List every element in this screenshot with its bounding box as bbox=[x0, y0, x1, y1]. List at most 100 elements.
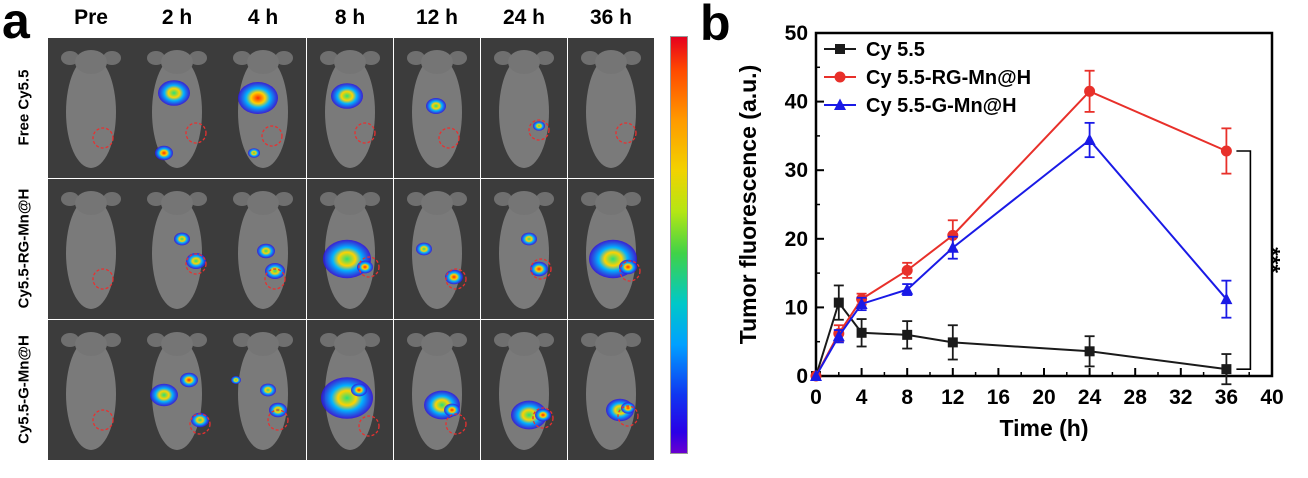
fluorescence-signal bbox=[351, 383, 367, 397]
x-tick-label: 36 bbox=[1215, 386, 1238, 409]
tumor-circle-marker bbox=[617, 405, 639, 427]
tumor-circle-marker bbox=[185, 253, 207, 275]
imaging-tile bbox=[394, 320, 480, 460]
tumor-circle-marker bbox=[264, 268, 286, 290]
fluorescence-signal bbox=[521, 232, 537, 246]
x-axis-label: Time (h) bbox=[999, 415, 1088, 441]
tumor-circle-marker bbox=[528, 119, 550, 141]
tumor-circle-marker bbox=[615, 122, 637, 144]
fluorescence-signal bbox=[357, 260, 373, 274]
fluorescence-signal bbox=[191, 412, 209, 428]
tumor-circle-marker bbox=[267, 409, 289, 431]
tumor-circle-marker bbox=[189, 413, 211, 435]
series-line bbox=[815, 138, 1228, 377]
tumor-circle-marker bbox=[354, 122, 376, 144]
column-header: Pre bbox=[74, 6, 108, 29]
row-label: Free Cy5.5 bbox=[15, 69, 33, 146]
fluorescence-signal bbox=[416, 242, 432, 256]
fluorescence-signal bbox=[511, 400, 547, 430]
tumor-circle-marker bbox=[532, 407, 554, 429]
fluorescence-signal bbox=[619, 259, 637, 275]
significance-label: *** bbox=[1259, 247, 1284, 273]
series-line bbox=[815, 300, 1227, 377]
x-tick-label: 4 bbox=[856, 386, 868, 409]
tumor-circle-marker bbox=[445, 268, 467, 290]
fluorescence-signal bbox=[248, 148, 260, 158]
mouse-silhouette bbox=[61, 191, 121, 309]
fluorescence-chart: 0 4 8 12 16 20 24 28 32 36 40 0 10 20 30 40 50 Time (h) Tu… bbox=[735, 22, 1284, 441]
imaging-tile bbox=[48, 179, 134, 319]
x-tick-label: 32 bbox=[1169, 386, 1192, 409]
panel-a-letter: a bbox=[2, 0, 30, 49]
mouse-silhouette bbox=[494, 50, 554, 168]
imaging-tile bbox=[568, 320, 654, 460]
tumor-circle-marker bbox=[358, 415, 380, 437]
x-tick-label: 20 bbox=[1032, 386, 1055, 409]
fluorescence-signal bbox=[260, 383, 276, 397]
fluorescence-signal bbox=[621, 402, 635, 414]
data-point bbox=[1220, 145, 1232, 157]
data-point bbox=[946, 241, 959, 253]
imaging-tile bbox=[307, 179, 393, 319]
imaging-tile bbox=[48, 320, 134, 460]
legend-label: Cy 5.5 bbox=[866, 39, 925, 61]
legend-label: Cy 5.5-G-Mn@H bbox=[866, 95, 1017, 117]
column-header: 36 h bbox=[589, 6, 633, 29]
imaging-tile bbox=[568, 179, 654, 319]
imaging-tile bbox=[481, 179, 567, 319]
x-tick-label: 12 bbox=[941, 386, 964, 409]
imaging-tile bbox=[220, 179, 306, 319]
column-header: 24 h bbox=[502, 6, 546, 29]
data-point bbox=[947, 337, 958, 348]
significance-bracket bbox=[1236, 150, 1252, 370]
data-point bbox=[1221, 364, 1232, 375]
mouse-silhouette bbox=[61, 332, 121, 450]
tumor-circle-marker bbox=[358, 256, 380, 278]
tumor-circle-marker bbox=[619, 260, 641, 282]
imaging-tile bbox=[220, 38, 306, 178]
panel-b-letter: b bbox=[700, 0, 731, 51]
data-point bbox=[1083, 133, 1096, 146]
column-header: 2 h bbox=[161, 6, 193, 29]
data-point bbox=[947, 229, 959, 241]
tumor-circle-marker bbox=[185, 122, 207, 144]
fluorescence-signal bbox=[150, 383, 178, 407]
data-point bbox=[1220, 292, 1233, 305]
fluorescence-signal bbox=[444, 403, 460, 417]
tumor-circle-marker bbox=[261, 125, 283, 147]
row-label: Cy5.5-RG-Mn@H bbox=[15, 188, 33, 309]
fluorescence-signal bbox=[426, 98, 446, 114]
y-axis-label: Tumor fluorescence (a.u.) bbox=[735, 65, 761, 344]
imaging-tile bbox=[220, 320, 306, 460]
imaging-tile bbox=[48, 38, 134, 178]
column-header: 8 h bbox=[334, 6, 366, 29]
data-point bbox=[833, 297, 844, 308]
imaging-tile bbox=[134, 179, 220, 319]
imaging-tile bbox=[568, 38, 654, 178]
legend-marker bbox=[835, 44, 845, 54]
x-tick-label: 0 bbox=[810, 386, 822, 409]
y-tick-label: 40 bbox=[785, 91, 808, 114]
y-tick-label: 0 bbox=[796, 365, 808, 388]
fluorescence-signal bbox=[231, 376, 241, 384]
fluorescence-signal bbox=[530, 261, 548, 277]
tumor-circle-marker bbox=[92, 127, 114, 149]
mouse-silhouette bbox=[581, 332, 641, 450]
fluorescence-signal bbox=[238, 82, 278, 114]
y-tick-label: 10 bbox=[785, 296, 808, 319]
tumor-circle-marker bbox=[92, 409, 114, 431]
fluorescence-signal bbox=[155, 145, 173, 161]
fluorescence-signal bbox=[533, 121, 545, 131]
imaging-tile bbox=[481, 38, 567, 178]
data-point bbox=[855, 297, 868, 309]
mouse-silhouette bbox=[147, 332, 207, 450]
mouse-silhouette bbox=[581, 50, 641, 168]
data-point bbox=[901, 264, 913, 276]
mouse-silhouette bbox=[61, 50, 121, 168]
fluorescence-signal bbox=[257, 243, 275, 259]
y-tick-label: 30 bbox=[785, 159, 808, 182]
tumor-circle-marker bbox=[92, 268, 114, 290]
tumor-circle-marker bbox=[445, 413, 467, 435]
imaging-tile bbox=[307, 320, 393, 460]
column-header: 12 h bbox=[415, 6, 459, 29]
